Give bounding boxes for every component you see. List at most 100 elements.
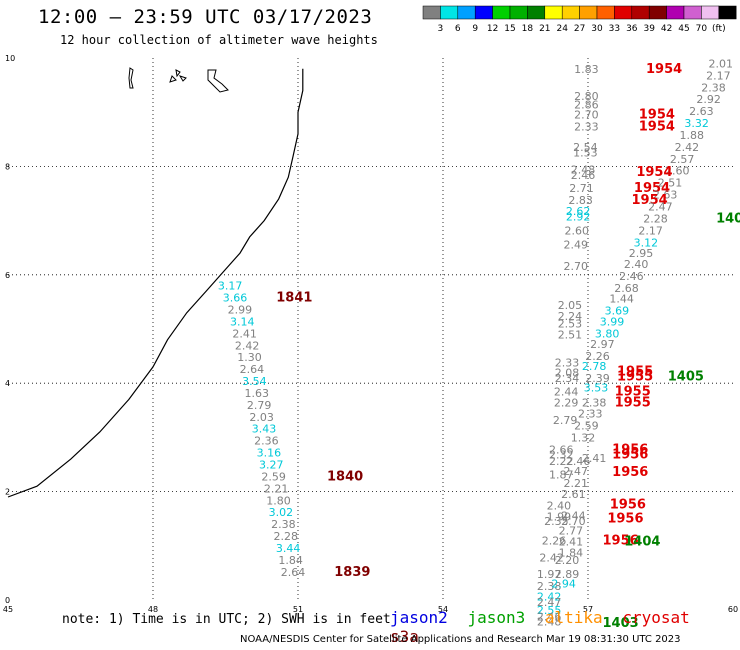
wave-height-label: 2.47 bbox=[537, 596, 562, 609]
x-tick-label: 60 bbox=[728, 605, 738, 614]
wave-height-label: 1.87 bbox=[549, 468, 574, 481]
wave-height-label: 2.59 bbox=[574, 419, 599, 432]
wave-height-label: 2.40 bbox=[624, 258, 649, 271]
pass-time-label: 1955 bbox=[615, 384, 651, 399]
pass-time-label: 1956 bbox=[612, 465, 648, 480]
scale-label: 45 bbox=[678, 24, 689, 34]
x-tick-label: 48 bbox=[148, 605, 158, 614]
y-tick-label: 4 bbox=[5, 379, 10, 388]
wave-height-label: 1.88 bbox=[680, 129, 705, 142]
wave-height-label: 2.33 bbox=[574, 120, 599, 133]
wave-height-label: 2.41 bbox=[582, 452, 607, 465]
scale-label: (ft) bbox=[712, 24, 726, 34]
wave-height-label: 2.46 bbox=[537, 610, 562, 623]
wave-height-label: 2.22 bbox=[549, 455, 574, 468]
wave-height-label: 2.70 bbox=[564, 260, 589, 273]
wave-height-label: 1.84 bbox=[278, 554, 303, 567]
wave-height-label: 2.05 bbox=[558, 299, 583, 312]
wave-height-label: 2.71 bbox=[569, 182, 594, 195]
pass-time-label: 1956 bbox=[610, 498, 646, 513]
wave-height-label: 3.17 bbox=[218, 280, 243, 293]
y-tick-label: 6 bbox=[5, 271, 10, 280]
pass-time-label: 1954 bbox=[636, 165, 672, 180]
scale-label: 24 bbox=[556, 24, 568, 34]
x-tick-label: 45 bbox=[3, 605, 13, 614]
wave-height-label: 2.53 bbox=[558, 318, 583, 331]
footer-credit: NOAA/NESDIS Center for Satellite Applica… bbox=[240, 634, 681, 645]
wave-height-label: 2.17 bbox=[638, 224, 663, 237]
wave-height-label: 2.32 bbox=[549, 449, 574, 462]
wave-height-label: 1.63 bbox=[245, 387, 270, 400]
wave-height-label: 2.44 bbox=[561, 509, 586, 522]
wave-height-label: 3.32 bbox=[684, 117, 709, 130]
wave-height-label: 2.83 bbox=[568, 194, 593, 207]
wave-height-label: 2.49 bbox=[564, 238, 589, 251]
wave-height-label: 2.60 bbox=[564, 224, 589, 237]
coastline bbox=[7, 68, 304, 498]
y-tick-label: 0 bbox=[5, 596, 10, 605]
pass-time-label: 1956 bbox=[603, 533, 639, 548]
wave-height-label: 3.99 bbox=[600, 315, 625, 328]
island-outline bbox=[178, 75, 187, 82]
wave-height-label: 2.38 bbox=[701, 81, 726, 94]
wave-height-label: 2.17 bbox=[706, 69, 731, 82]
wave-height-label: 2.38 bbox=[537, 580, 562, 593]
wave-height-label: 2.79 bbox=[553, 414, 578, 427]
wave-height-label: 2.26 bbox=[585, 350, 610, 363]
x-tick-label: 54 bbox=[438, 605, 448, 614]
wave-height-label: 2.41 bbox=[559, 535, 584, 548]
wave-height-label: 3.14 bbox=[230, 315, 255, 328]
wave-height-label: 2.62 bbox=[566, 205, 591, 218]
wave-height-label: 3.54 bbox=[242, 375, 267, 388]
wave-height-label: 1.80 bbox=[266, 494, 291, 507]
satellite-legend: jason2 jason3 altika cryosat s3a bbox=[390, 608, 740, 646]
legend-altika: altika bbox=[544, 608, 603, 627]
scale-swatch bbox=[718, 5, 737, 20]
y-tick-label: 10 bbox=[5, 54, 15, 63]
wave-height-label: 2.78 bbox=[582, 360, 607, 373]
wave-height-label: 2.59 bbox=[261, 470, 286, 483]
x-tick-label: 51 bbox=[293, 605, 303, 614]
pass-time-label: 1955 bbox=[615, 396, 651, 411]
wave-height-label: 2.39 bbox=[585, 372, 610, 385]
wave-height-label: 2.42 bbox=[539, 552, 564, 565]
wave-height-label: 2.42 bbox=[537, 591, 562, 604]
wave-height-label: 2.29 bbox=[554, 397, 579, 410]
wave-height-label: 2.46 bbox=[566, 455, 591, 468]
pass-time-label: 1954 bbox=[639, 107, 675, 122]
scale-label: 27 bbox=[574, 24, 585, 34]
wave-height-label: 1.83 bbox=[574, 63, 599, 76]
wave-height-label: 2.26 bbox=[542, 534, 567, 547]
scale-label: 9 bbox=[472, 24, 478, 34]
legend-jason3: jason3 bbox=[467, 608, 526, 627]
wave-height-label: 2.46 bbox=[571, 169, 596, 182]
wave-height-label: 1.53 bbox=[573, 146, 598, 159]
wave-height-label: 2.68 bbox=[614, 282, 639, 295]
wave-height-label: 2.03 bbox=[249, 411, 274, 424]
wave-height-label: 2.41 bbox=[232, 327, 257, 340]
wave-height-label: 2.28 bbox=[274, 530, 299, 543]
pass-time-label: 1956 bbox=[612, 448, 648, 463]
wave-height-label: 2.70 bbox=[574, 108, 599, 121]
scale-label: 30 bbox=[591, 24, 603, 34]
wave-height-label: 2.57 bbox=[670, 153, 695, 166]
wave-height-label: 1.97 bbox=[537, 568, 562, 581]
wave-height-label: 2.79 bbox=[247, 399, 272, 412]
scale-label: 6 bbox=[455, 24, 461, 34]
scale-label: 33 bbox=[609, 24, 620, 34]
wave-height-label: 1.84 bbox=[559, 546, 584, 559]
pass-time-label: 1405 bbox=[668, 370, 704, 385]
wave-height-label: 2.55 bbox=[537, 604, 562, 617]
wave-height-label: 2.97 bbox=[590, 338, 615, 351]
pass-time-label: 1954 bbox=[634, 181, 670, 196]
wave-height-label: 2.94 bbox=[551, 578, 576, 591]
wave-height-label: 2.44 bbox=[554, 385, 579, 398]
wave-height-label: 2.80 bbox=[574, 90, 599, 103]
wave-height-label: 2.92 bbox=[696, 93, 721, 106]
scale-label: 18 bbox=[522, 24, 534, 34]
pass-time-label: 1955 bbox=[617, 364, 653, 379]
wave-height-label: 3.80 bbox=[595, 327, 620, 340]
color-scale-bar: 3 6 9 12 15 18 21 24 27 30 33 36 39 42 45 70 (ft) bbox=[422, 5, 737, 34]
wave-height-label: 2.89 bbox=[555, 568, 580, 581]
wave-height-label: 2.86 bbox=[574, 99, 599, 112]
